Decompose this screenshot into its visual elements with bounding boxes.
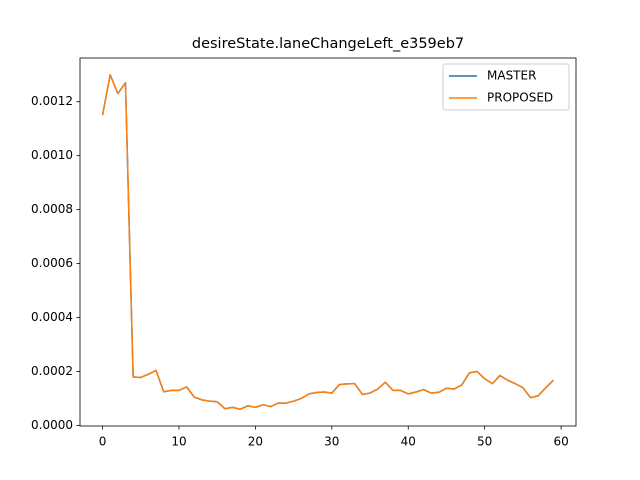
- legend-label: MASTER: [487, 69, 536, 83]
- y-tick-label: 0.0002: [31, 364, 73, 378]
- y-tick-label: 0.0006: [31, 256, 73, 270]
- x-tick-label: 30: [324, 435, 339, 449]
- x-tick-label: 10: [171, 435, 186, 449]
- legend-label: PROPOSED: [487, 91, 553, 105]
- y-tick-label: 0.0000: [31, 418, 73, 432]
- legend: MASTER PROPOSED: [442, 63, 570, 111]
- y-tick-label: 0.0004: [31, 310, 73, 324]
- x-tick-label: 40: [401, 435, 416, 449]
- x-tick-label: 20: [248, 435, 263, 449]
- y-tick-label: 0.0008: [31, 202, 73, 216]
- x-tick-label: 50: [477, 435, 492, 449]
- series-line: [101, 73, 554, 411]
- chart-title: desireState.laneChangeLeft_e359eb7: [192, 36, 464, 52]
- x-tick-label: 60: [553, 435, 568, 449]
- y-tick-label: 0.0012: [31, 94, 73, 108]
- x-tick-label: 0: [99, 435, 107, 449]
- y-tick-label: 0.0010: [31, 148, 73, 162]
- plot-frame: [79, 57, 577, 427]
- series-line: [101, 73, 554, 411]
